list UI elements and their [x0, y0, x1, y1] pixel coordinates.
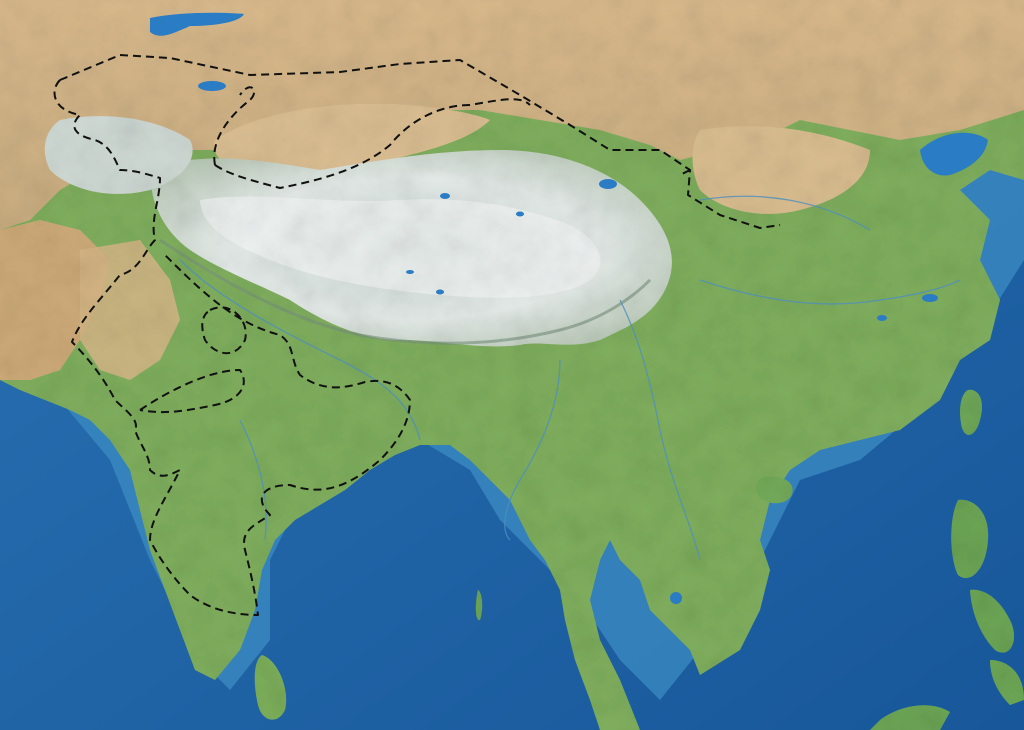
arid-zones [0, 0, 1024, 380]
dashed-boundary-outline [53, 54, 781, 616]
tibetan-plateau [44, 116, 672, 347]
rivers [179, 195, 961, 561]
lakes [150, 12, 988, 604]
